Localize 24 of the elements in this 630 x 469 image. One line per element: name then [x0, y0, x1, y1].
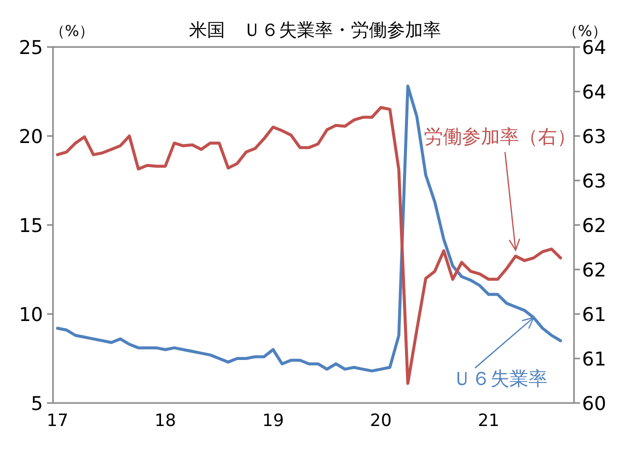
y-tick-label: 20: [18, 126, 43, 148]
series-label: Ｕ６失業率: [452, 368, 548, 390]
y2-tick-label: 64: [582, 37, 606, 59]
x-tick-label: 20: [370, 411, 392, 431]
y2-tick-label: 61: [582, 304, 606, 326]
y2-tick-label: 62: [582, 215, 606, 237]
x-tick-label: 18: [154, 411, 176, 431]
y2-axis-title: （%）: [562, 22, 608, 40]
x-tick-label: 19: [262, 411, 284, 431]
y-tick-label: 25: [18, 37, 43, 59]
y2-tick-label: 63: [582, 126, 606, 148]
series-label: 労働参加率（右）: [424, 126, 576, 148]
y2-tick-label: 60: [582, 393, 606, 415]
y-tick-label: 10: [18, 304, 43, 326]
chart-title: 米国 Ｕ６失業率・労働参加率: [189, 20, 441, 41]
y2-tick-label: 64: [582, 82, 606, 104]
x-tick-label: 17: [46, 411, 68, 431]
y2-tick-label: 63: [582, 170, 606, 192]
x-tick-label: 21: [478, 411, 500, 431]
y2-tick-label: 61: [582, 348, 606, 370]
y-axis-title: （%）: [50, 22, 94, 40]
y-tick-label: 15: [18, 215, 43, 237]
y-tick-label: 5: [30, 393, 43, 415]
y2-tick-label: 62: [582, 260, 606, 282]
